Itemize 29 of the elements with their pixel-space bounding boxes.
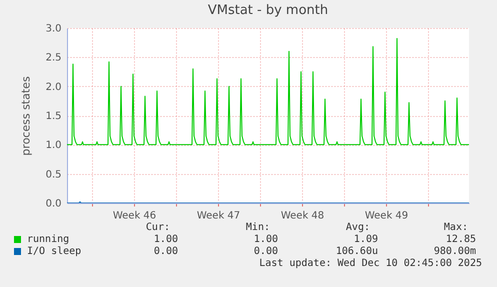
y-axis-title: process states (20, 76, 33, 156)
text: 0.00 (252, 246, 278, 258)
y-tick-label: 2.5 (46, 52, 62, 64)
text: Max: (442, 222, 468, 234)
y-tick-label: 0.0 (46, 198, 62, 210)
text: 0.00 (152, 246, 178, 258)
y-tick-label: 3.0 (46, 24, 62, 34)
y-tick-label: 2.0 (46, 82, 62, 93)
text: 1.09 (352, 234, 378, 246)
text: 1.00 (152, 234, 178, 246)
text: 980.00m (432, 246, 476, 258)
x-tick-label: Week 47 (196, 210, 240, 222)
text: 106.60u (334, 246, 378, 258)
text: Last update: Wed Dec 10 02:45:00 2025 (259, 258, 482, 270)
text: Cur: (144, 222, 170, 234)
chart-title: VMstat - by month (208, 3, 328, 18)
y-tick-label: 0.5 (46, 169, 62, 180)
y-tick-label: 1.5 (46, 111, 62, 122)
x-tick-label: Week 49 (364, 210, 408, 222)
x-tick-label: Week 48 (280, 210, 324, 222)
text: Min: (244, 222, 270, 234)
x-tick-label: Week 46 (112, 210, 156, 222)
legend-label: I/O sleep (27, 246, 82, 258)
line-series (67, 38, 469, 146)
text: Avg: (344, 222, 370, 234)
legend-label: running (27, 234, 70, 246)
y-tick-label: 1.0 (46, 140, 62, 152)
text: 1.00 (252, 234, 278, 246)
text: 12.85 (444, 234, 476, 246)
